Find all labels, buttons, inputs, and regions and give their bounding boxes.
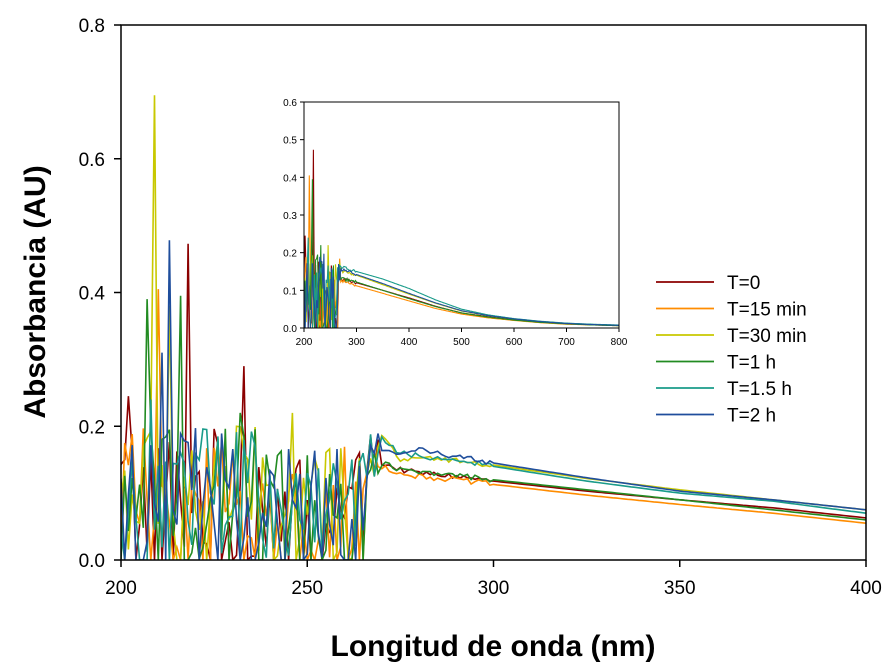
inset-background	[304, 102, 619, 328]
inset-series-line-6	[304, 253, 619, 328]
inset-x-tick-label: 700	[558, 337, 575, 348]
series-line-2	[121, 289, 866, 560]
x-tick-label: 200	[105, 578, 137, 599]
inset-y-tick-label: 0.0	[283, 324, 297, 335]
legend-label-1: T=0	[727, 273, 760, 294]
inset-y-tick-label: 0.1	[283, 286, 297, 297]
inset-y-tick-label: 0.3	[283, 211, 297, 222]
legend-label-6: T=2 h	[727, 406, 776, 427]
inset-x-tick-label: 500	[453, 337, 470, 348]
inset-y-tick-label: 0.2	[283, 249, 297, 260]
y-tick-label: 0.4	[79, 284, 106, 305]
y-tick-label: 0.8	[79, 16, 105, 37]
x-tick-label: 300	[478, 578, 510, 599]
legend-label-4: T=1 h	[727, 353, 776, 374]
inset-x-tick-label: 300	[348, 337, 365, 348]
inset-y-tick-label: 0.4	[283, 173, 297, 184]
y-tick-label: 0.2	[79, 417, 105, 438]
series-line-1	[121, 243, 866, 560]
x-tick-label: 250	[291, 578, 323, 599]
inset-y-tick-label: 0.6	[283, 98, 297, 109]
y-tick-label: 0.0	[79, 551, 105, 572]
series-line-6	[121, 240, 866, 560]
inset-x-tick-label: 200	[296, 337, 313, 348]
legend-label-5: T=1.5 h	[727, 379, 792, 400]
legend-label-3: T=30 min	[727, 326, 807, 347]
y-axis-title: Absorbancia (AU)	[19, 165, 52, 418]
y-tick-label: 0.6	[79, 150, 105, 171]
x-tick-label: 350	[664, 578, 696, 599]
inset-y-tick-label: 0.5	[283, 136, 297, 147]
legend-label-2: T=15 min	[727, 300, 807, 321]
inset-x-tick-label: 800	[611, 337, 628, 348]
x-tick-label: 400	[850, 578, 882, 599]
inset-x-tick-label: 400	[401, 337, 418, 348]
series-line-5	[121, 399, 866, 560]
main-plot-area: 200 250 300 350 400 0.0 0.2 0.4 0.6 0.8	[79, 16, 882, 599]
legend: T=0 T=15 min T=30 min T=1 h T=1.5 h T=2 h	[656, 273, 807, 427]
x-axis-title: Longitud de onda (nm)	[331, 630, 656, 663]
inset-plot-area: 200 300 400 500 600 700 800 0.0 0.1 0.2 0.3 0.4 0.5 0…	[283, 98, 628, 348]
inset-x-tick-label: 600	[506, 337, 523, 348]
